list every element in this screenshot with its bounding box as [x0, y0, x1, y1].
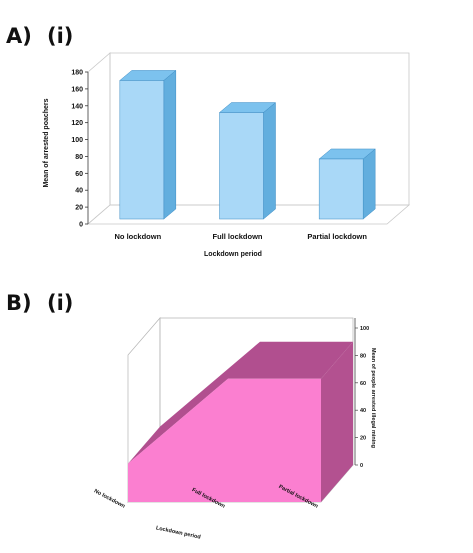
- chart-a-y-ticks: 0 20 40 60 80 100 120 140 160 180: [71, 70, 88, 229]
- chart-a-side-wall: [87, 52, 111, 225]
- chart-a: 0 20 40 60 80 100 120 140 160 180 No lockdown Full…: [43, 52, 411, 258]
- chart-a-bar: [318, 158, 364, 220]
- chart-a-y-tick-label: 120: [71, 120, 83, 127]
- chart-a-x-axis-title: Lockdown period: [204, 251, 262, 258]
- chart-a-x-ticks: No lockdown Full lockdown Partial lockdown: [114, 232, 367, 241]
- chart-a-y-tick-label: 40: [75, 188, 83, 195]
- panel-b-sub: (i): [47, 291, 73, 315]
- chart-b-x-axis-title: Lockdown period: [155, 525, 201, 540]
- chart-a-bar: [219, 112, 264, 220]
- chart-b-y-ticks: 0 20 40 60 80 100: [354, 318, 369, 469]
- chart-a-y-axis-title: Mean of arrested poachers: [43, 98, 50, 187]
- chart-a-y-tick-label: 80: [75, 154, 83, 161]
- chart-b-y-tick-label: 0: [360, 463, 363, 469]
- chart-b-area-side: [321, 341, 353, 502]
- chart-a-y-tick-label: 20: [75, 205, 83, 212]
- chart-a-x-tick-label: Full lockdown: [213, 232, 263, 241]
- panel-b-label: B): [6, 291, 32, 315]
- chart-a-y-tick-label: 180: [71, 70, 83, 77]
- chart-b-y-tick-label: 100: [360, 326, 369, 332]
- chart-b-y-tick-label: 60: [360, 381, 366, 387]
- chart-b-area-top: [128, 341, 353, 464]
- chart-a-bar-side: [263, 101, 276, 220]
- chart-a-bar: [119, 80, 165, 220]
- chart-a-bars: [119, 69, 376, 220]
- chart-a-x-tick-label: Partial lockdown: [307, 232, 367, 241]
- chart-a-bar-side: [362, 148, 376, 220]
- chart-a-y-tick-label: 0: [79, 222, 83, 229]
- chart-a-y-tick-label: 140: [71, 103, 83, 110]
- chart-b-y-tick-label: 20: [360, 436, 366, 442]
- chart-a-floor: [86, 204, 411, 225]
- panel-a-label: A): [6, 24, 32, 48]
- chart-b-x-tick-label: No lockdown: [93, 488, 127, 510]
- chart-a-y-tick-label: 60: [75, 171, 83, 178]
- chart-b-area: [128, 341, 353, 502]
- chart-b-y-tick-label: 80: [360, 353, 366, 359]
- chart-b-area-front: [128, 378, 321, 502]
- chart-a-y-tick-label: 160: [71, 86, 83, 93]
- chart-b-y-axis-title: Mean of people arrested illegal mining: [370, 348, 376, 448]
- panel-a-sub: (i): [47, 24, 73, 48]
- chart-b-y-tick-label: 40: [360, 408, 366, 414]
- chart-a-y-tick-label: 100: [71, 137, 83, 144]
- chart-a-x-tick-label: No lockdown: [114, 232, 161, 241]
- chart-a-bar-side: [163, 69, 177, 220]
